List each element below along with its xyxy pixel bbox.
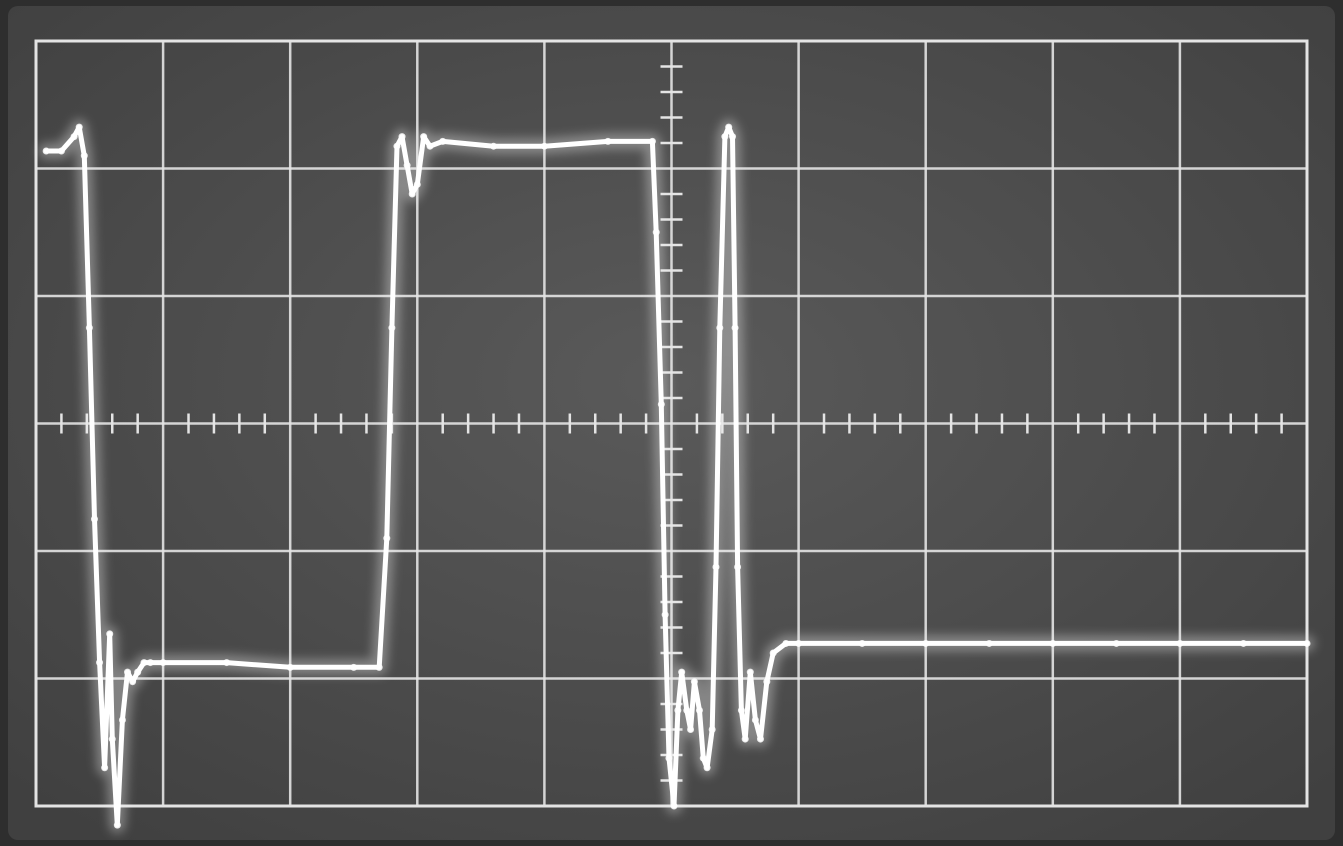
trace-point [108, 735, 116, 743]
trace-point [756, 735, 764, 743]
trace-point [751, 716, 759, 724]
trace-point [393, 142, 401, 150]
trace-point [42, 147, 50, 155]
trace-point [678, 668, 686, 676]
trace-point [75, 123, 83, 131]
trace-point [657, 400, 665, 408]
trace-point [1239, 639, 1247, 647]
trace-point [716, 324, 724, 332]
trace-point [90, 515, 98, 523]
trace-point [721, 133, 729, 141]
trace-point [134, 668, 142, 676]
trace-point [712, 563, 720, 571]
trace-point [85, 324, 93, 332]
trace-point [695, 706, 703, 714]
trace-layer [38, 119, 1315, 834]
trace-point [408, 190, 416, 198]
trace-point [858, 639, 866, 647]
trace-point [124, 668, 132, 676]
trace-point [674, 706, 682, 714]
trace-point [604, 137, 612, 145]
trace-point [140, 659, 148, 667]
trace-point [699, 754, 707, 762]
trace-point [746, 668, 754, 676]
trace-point [96, 659, 104, 667]
trace-point [57, 147, 65, 155]
trace-point [223, 659, 231, 667]
trace-point [413, 180, 421, 188]
trace-point [350, 663, 358, 671]
trace-point [661, 611, 669, 619]
trace-point [683, 706, 691, 714]
trace-point [690, 678, 698, 686]
trace-point [398, 133, 406, 141]
trace-point [782, 639, 790, 647]
trace-point [652, 228, 660, 236]
trace-point [80, 152, 88, 160]
trace-point [420, 133, 428, 141]
trace-point [403, 161, 411, 169]
trace-point [734, 563, 742, 571]
trace-point [731, 324, 739, 332]
trace-point [101, 764, 109, 772]
trace-point [703, 764, 711, 772]
trace-point [490, 142, 498, 150]
trace-point [439, 137, 447, 145]
trace-point [146, 659, 154, 667]
trace-point [763, 678, 771, 686]
trace-point [286, 663, 294, 671]
trace-point [1176, 639, 1184, 647]
trace-point [769, 649, 777, 657]
trace-point [670, 802, 678, 810]
trace-point [426, 142, 434, 150]
trace-point [1303, 639, 1311, 647]
trace-point [118, 716, 126, 724]
trace-point [113, 821, 121, 829]
trace-point [648, 137, 656, 145]
trace-point [1112, 639, 1120, 647]
trace-point [1049, 639, 1057, 647]
trace-point [70, 133, 78, 141]
trace-point [741, 735, 749, 743]
trace-point [129, 678, 137, 686]
trace-point [687, 726, 695, 733]
trace-point [737, 706, 745, 714]
trace-point [388, 324, 396, 332]
trace-point [375, 663, 383, 671]
trace-point [708, 726, 716, 733]
trace-point [106, 630, 114, 638]
trace-point [922, 639, 930, 647]
graticule [34, 39, 1309, 808]
trace-point [985, 639, 993, 647]
trace-point [383, 534, 391, 542]
trace-point [725, 123, 733, 131]
trace-point [795, 639, 803, 647]
trace-point [665, 754, 673, 762]
trace-point [540, 142, 548, 150]
trace-point [729, 133, 737, 141]
trace-point [159, 659, 167, 667]
